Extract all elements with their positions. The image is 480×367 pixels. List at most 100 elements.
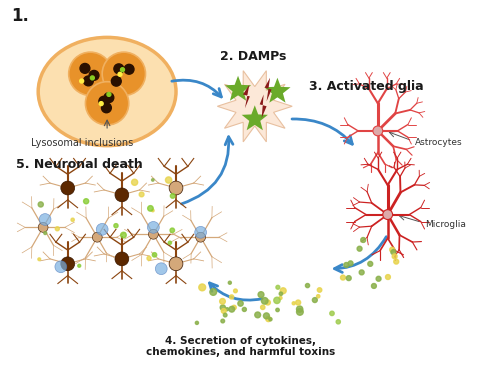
Circle shape [295,300,300,305]
Text: Lysosomal inclusions: Lysosomal inclusions [31,138,133,148]
Circle shape [194,226,206,238]
Polygon shape [264,78,271,101]
Circle shape [225,308,228,311]
Circle shape [111,76,121,86]
Circle shape [375,276,380,281]
Circle shape [151,209,154,212]
Circle shape [92,232,102,242]
Circle shape [120,232,126,238]
Circle shape [114,64,123,74]
Circle shape [275,308,279,312]
Circle shape [39,214,51,225]
Circle shape [278,297,281,299]
Circle shape [242,308,246,312]
Circle shape [71,218,74,221]
Circle shape [384,275,390,280]
Circle shape [261,298,267,304]
Circle shape [165,177,171,183]
Circle shape [38,222,48,232]
Circle shape [85,82,129,125]
Circle shape [38,258,40,261]
Circle shape [254,312,260,318]
Circle shape [155,263,167,275]
Circle shape [170,193,175,198]
Circle shape [168,241,171,244]
Circle shape [296,309,302,315]
Circle shape [296,306,302,312]
Circle shape [120,68,124,72]
Polygon shape [217,71,291,142]
Circle shape [273,297,279,304]
Circle shape [198,284,205,291]
Circle shape [220,319,224,323]
Circle shape [152,252,156,257]
Circle shape [305,283,309,288]
Circle shape [265,300,270,305]
Circle shape [104,93,114,103]
Circle shape [169,257,182,271]
Circle shape [336,320,340,324]
Circle shape [391,254,396,259]
Circle shape [55,261,67,273]
Circle shape [80,79,84,83]
Circle shape [329,311,334,316]
Polygon shape [259,94,266,118]
Circle shape [195,232,205,242]
Circle shape [102,52,145,95]
Polygon shape [264,78,290,103]
Circle shape [101,103,111,113]
Circle shape [96,224,108,235]
Circle shape [44,232,47,235]
Circle shape [89,70,99,80]
Circle shape [80,63,90,73]
Circle shape [90,76,94,80]
Circle shape [115,188,129,202]
Circle shape [99,96,108,106]
Circle shape [99,102,103,106]
Circle shape [147,221,159,233]
Circle shape [148,229,158,239]
Circle shape [346,276,350,281]
Circle shape [84,199,88,204]
Circle shape [260,305,264,309]
Circle shape [317,288,321,292]
Polygon shape [241,105,267,130]
Circle shape [124,64,134,74]
Text: 5. Neuronal death: 5. Neuronal death [15,158,142,171]
Circle shape [233,289,237,293]
Circle shape [265,316,270,321]
Circle shape [312,298,317,302]
Polygon shape [225,76,251,101]
Circle shape [118,72,122,76]
Circle shape [263,313,269,319]
Circle shape [276,285,279,289]
Circle shape [316,295,319,298]
Polygon shape [242,85,249,108]
Circle shape [131,179,137,185]
Text: Microglia: Microglia [424,220,465,229]
Circle shape [115,252,129,266]
Circle shape [229,295,233,299]
Circle shape [219,298,225,304]
Circle shape [340,275,345,280]
Circle shape [280,288,286,294]
Circle shape [367,261,372,266]
Text: 2. DAMPs: 2. DAMPs [220,50,286,63]
Text: 1.: 1. [12,7,29,25]
Circle shape [356,246,361,251]
Circle shape [291,302,295,305]
Circle shape [237,301,243,306]
Circle shape [78,264,81,267]
Circle shape [139,192,144,197]
Circle shape [258,292,264,298]
Circle shape [220,305,225,310]
Circle shape [209,288,216,295]
Circle shape [107,92,111,97]
Circle shape [348,261,352,266]
Circle shape [372,126,382,136]
Circle shape [223,313,227,317]
Circle shape [38,202,43,207]
Circle shape [147,256,151,260]
Circle shape [390,250,395,255]
Circle shape [60,257,74,271]
